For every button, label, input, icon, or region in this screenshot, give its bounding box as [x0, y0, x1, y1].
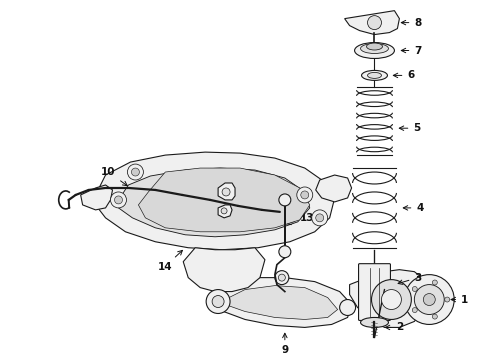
Circle shape [127, 164, 144, 180]
Text: 9: 9 [281, 333, 289, 355]
Text: 8: 8 [401, 18, 421, 28]
Polygon shape [316, 175, 352, 202]
Circle shape [212, 296, 224, 307]
Circle shape [297, 187, 313, 203]
Text: 5: 5 [399, 123, 420, 133]
Polygon shape [96, 152, 335, 250]
Circle shape [382, 289, 401, 310]
Circle shape [115, 196, 122, 204]
Ellipse shape [367, 43, 383, 50]
Circle shape [445, 297, 450, 302]
Polygon shape [218, 205, 232, 218]
Polygon shape [344, 11, 399, 35]
Circle shape [404, 275, 454, 324]
Circle shape [415, 285, 444, 315]
Circle shape [222, 188, 230, 196]
Circle shape [312, 210, 328, 226]
Circle shape [412, 287, 417, 292]
Text: 10: 10 [101, 167, 127, 186]
Circle shape [275, 271, 289, 285]
Circle shape [423, 293, 435, 306]
Circle shape [371, 280, 412, 319]
Circle shape [432, 280, 437, 285]
Circle shape [221, 208, 227, 214]
Circle shape [279, 246, 291, 258]
Polygon shape [210, 278, 352, 328]
Circle shape [340, 300, 356, 315]
Circle shape [279, 194, 291, 206]
Text: 12: 12 [236, 187, 263, 197]
Text: 2: 2 [385, 323, 404, 332]
Text: 3: 3 [398, 273, 421, 284]
Circle shape [412, 307, 417, 312]
Circle shape [111, 192, 126, 208]
Ellipse shape [355, 42, 394, 58]
Circle shape [278, 274, 285, 281]
Polygon shape [349, 270, 427, 328]
Text: 7: 7 [401, 45, 422, 55]
Circle shape [316, 214, 324, 222]
Polygon shape [218, 183, 235, 200]
Text: 11: 11 [234, 211, 261, 223]
Ellipse shape [368, 72, 382, 78]
Polygon shape [225, 285, 338, 319]
Text: 1: 1 [451, 294, 468, 305]
Circle shape [206, 289, 230, 314]
Text: 4: 4 [403, 203, 424, 213]
Polygon shape [138, 168, 310, 232]
FancyBboxPatch shape [359, 264, 391, 320]
Text: 13: 13 [287, 213, 314, 225]
Polygon shape [183, 248, 265, 292]
Polygon shape [81, 185, 113, 210]
Text: 14: 14 [158, 250, 182, 272]
Ellipse shape [362, 71, 388, 80]
Circle shape [131, 168, 140, 176]
Circle shape [301, 191, 309, 199]
Polygon shape [119, 168, 310, 237]
Circle shape [368, 15, 382, 30]
Ellipse shape [361, 44, 389, 54]
Ellipse shape [361, 318, 389, 328]
Text: 6: 6 [393, 71, 415, 80]
Circle shape [432, 314, 437, 319]
